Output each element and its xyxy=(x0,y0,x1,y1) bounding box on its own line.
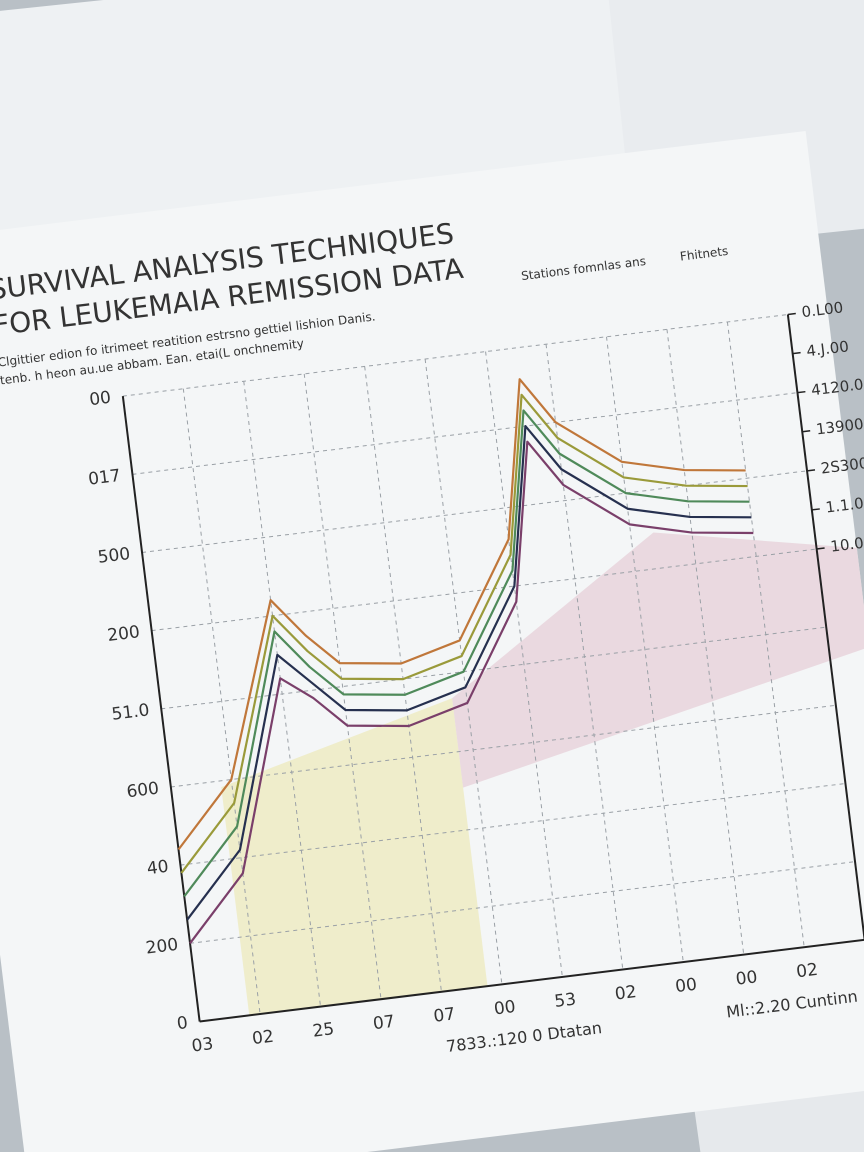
legend-note: Fhitnets xyxy=(679,244,729,264)
x-tick-label: 53 xyxy=(553,989,577,1011)
x-axis xyxy=(199,938,864,1023)
grid-line xyxy=(303,373,382,1000)
y2-tick-label: 0.L00 xyxy=(801,298,845,321)
y2-tick xyxy=(802,430,811,433)
series-line xyxy=(189,440,754,944)
y2-tick xyxy=(811,508,820,511)
x-tick-label: 07 xyxy=(372,1012,396,1034)
series-line xyxy=(177,378,746,851)
y-tick-label: 0 xyxy=(176,1013,189,1034)
y2-tick-label: 2S300 xyxy=(820,454,864,478)
y-tick-label: 200 xyxy=(145,935,180,959)
y2-tick xyxy=(816,547,825,550)
y-tick-label: 200 xyxy=(106,622,141,646)
shaded-region xyxy=(452,532,864,788)
chart-sheet: SURVIVAL ANALYSIS TECHNIQUES FOR LEUKEMA… xyxy=(0,130,864,1152)
grid-line xyxy=(182,388,261,1015)
x-tick-label: 02 xyxy=(795,960,819,982)
x-tick-label: 00 xyxy=(493,997,517,1019)
y-tick-label: 00 xyxy=(88,388,112,410)
x-tick-label: 00 xyxy=(674,975,698,997)
series-line xyxy=(183,409,750,898)
y-tick-label: 600 xyxy=(125,779,160,803)
shaded-region xyxy=(221,698,488,1016)
series-line xyxy=(186,424,752,921)
x-tick-label: 02 xyxy=(614,982,638,1004)
grid-line xyxy=(243,381,322,1007)
grid-line xyxy=(605,336,684,963)
y2-tick-label: 4.J.00 xyxy=(805,337,849,360)
x-tick-label: 25 xyxy=(312,1019,336,1041)
x-tick-label: 07 xyxy=(432,1004,456,1026)
y-tick-label: 500 xyxy=(97,544,132,568)
grid-line xyxy=(666,329,745,955)
grid-line xyxy=(726,321,805,948)
y-tick-label: 51.0 xyxy=(111,700,151,724)
y2-tick xyxy=(792,351,801,355)
grid-line xyxy=(485,351,563,977)
paper xyxy=(0,130,864,1152)
x-tick-label: 02 xyxy=(251,1027,275,1049)
y-tick-label: 017 xyxy=(87,466,122,490)
y-tick-label: 40 xyxy=(146,857,170,879)
y2-tick xyxy=(797,390,806,394)
y2-tick xyxy=(806,469,816,472)
y2-tick xyxy=(787,312,796,316)
grid-line xyxy=(545,344,624,970)
y2-axis xyxy=(786,314,864,940)
x-tick-label: 03 xyxy=(191,1034,215,1056)
series-line xyxy=(180,393,748,874)
y-axis xyxy=(121,396,201,1022)
x-tick-label: 00 xyxy=(735,967,759,989)
